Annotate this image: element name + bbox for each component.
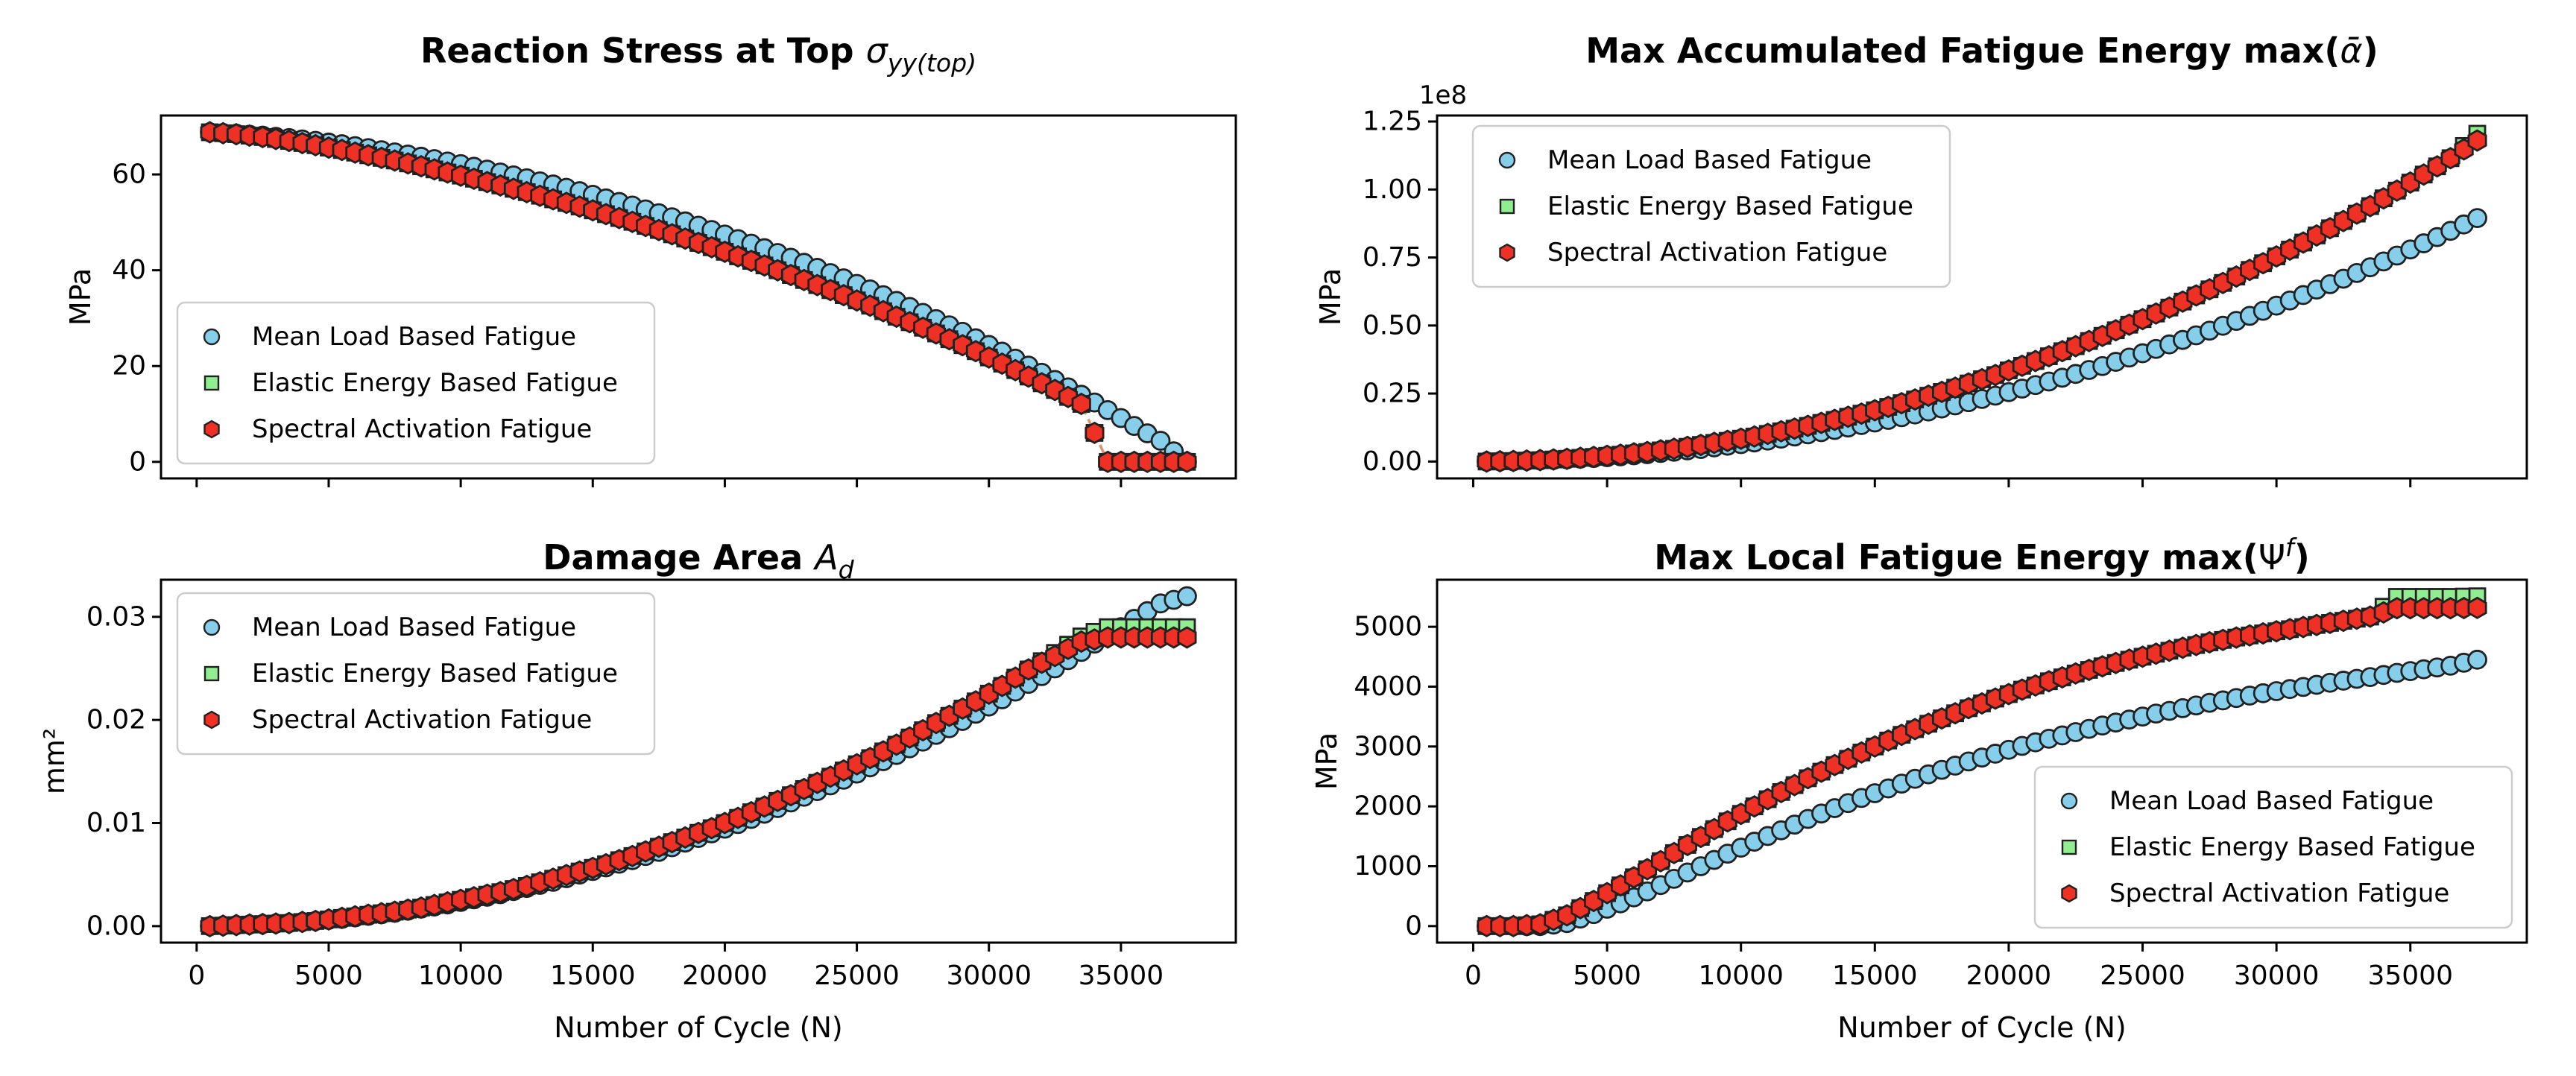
y-axis: 0.00 0.25 0.50 0.75 1.00 1.25 MPa	[1314, 107, 1437, 477]
svg-text:3000: 3000	[1354, 731, 1422, 762]
x-axis: 0 5000 10000 15000 20000 25000 30000 35000 Numbe…	[188, 943, 1164, 1044]
svg-text:0: 0	[129, 446, 146, 477]
legend-label-mean_load: Mean Load Based Fatigue	[2109, 786, 2434, 816]
svg-text:0: 0	[1405, 911, 1422, 941]
subplot-reaction-stress: Reaction Stress at Top σyy(top) 0 20 40 60 MP…	[0, 0, 1288, 537]
x-axis	[195, 478, 1123, 487]
svg-text:30000: 30000	[946, 961, 1032, 991]
svg-text:1.00: 1.00	[1363, 174, 1422, 205]
svg-text:20: 20	[112, 351, 146, 382]
x-axis-label: Number of Cycle (N)	[554, 1011, 842, 1044]
svg-text:25000: 25000	[2100, 961, 2185, 991]
subplot-damage-area: Damage Area Ad 0 5000 10000 15000 20000 25000 3…	[0, 537, 1288, 1073]
svg-text:0.01: 0.01	[86, 808, 146, 838]
svg-text:0.02: 0.02	[86, 705, 146, 735]
svg-text:5000: 5000	[1354, 612, 1422, 642]
svg-text:2000: 2000	[1354, 791, 1422, 822]
svg-text:40: 40	[112, 255, 146, 285]
legend-label-spectral: Spectral Activation Fatigue	[252, 705, 592, 735]
y-axis: 0.00 0.01 0.02 0.03 mm²	[38, 601, 161, 941]
svg-text:Max Accumulated Fatigue Energy: Max Accumulated Fatigue Energy max(ᾱ)	[1585, 31, 2378, 71]
svg-text:4000: 4000	[1354, 671, 1422, 702]
legend: Mean Load Based Fatigue Elastic Energy Ba…	[176, 592, 656, 756]
svg-text:60: 60	[112, 159, 146, 190]
svg-text:0.00: 0.00	[86, 911, 146, 941]
series-mean_load	[1477, 649, 2487, 937]
svg-text:30000: 30000	[2234, 961, 2320, 991]
axes-frame	[1436, 114, 2528, 480]
chart-title: Reaction Stress at Top σyy(top)	[420, 31, 976, 77]
series-spectral	[200, 121, 1197, 473]
legend-label-spectral: Spectral Activation Fatigue	[1547, 238, 1887, 268]
legend: Mean Load Based Fatigue Elastic Energy Ba…	[1471, 124, 1951, 288]
svg-text:Damage Area Ad: Damage Area Ad	[543, 537, 854, 584]
chart-local-fatigue-energy: Max Local Fatigue Energy max(Ψf) 0 5000 100…	[1310, 533, 2528, 1044]
x-axis	[1471, 478, 2412, 487]
svg-text:0: 0	[1465, 961, 1482, 991]
y-axis-label: MPa	[1310, 732, 1343, 790]
chart-accumulated-fatigue-energy: Max Accumulated Fatigue Energy max(ᾱ) 1e…	[1314, 31, 2528, 487]
chart-title: Max Accumulated Fatigue Energy max(ᾱ)	[1585, 31, 2378, 71]
y-axis-label: MPa	[64, 268, 97, 326]
subplot-accumulated-fatigue-energy: Max Accumulated Fatigue Energy max(ᾱ) 1e…	[1288, 0, 2576, 537]
x-axis: 0 5000 10000 15000 20000 25000 30000 35000 Numbe…	[1465, 943, 2453, 1044]
svg-text:25000: 25000	[814, 961, 900, 991]
axes-frame	[160, 578, 1237, 944]
legend-label-elastic: Elastic Energy Based Fatigue	[1547, 192, 1913, 221]
svg-text:10000: 10000	[1698, 961, 1784, 991]
svg-text:1000: 1000	[1354, 851, 1422, 882]
series-spectral	[200, 626, 1197, 938]
legend-label-elastic: Elastic Energy Based Fatigue	[2109, 832, 2475, 862]
svg-text:Reaction Stress at Top σyy(top: Reaction Stress at Top σyy(top)	[420, 31, 976, 77]
svg-text:Max Local Fatigue Energy max(Ψ: Max Local Fatigue Energy max(Ψf)	[1654, 537, 2309, 577]
y-axis: 0 20 40 60 MPa	[64, 159, 161, 477]
axes-frame	[1436, 578, 2528, 944]
svg-text:35000: 35000	[1079, 961, 1164, 991]
svg-text:0.00: 0.00	[1363, 446, 1422, 477]
legend-label-mean_load: Mean Load Based Fatigue	[252, 613, 576, 642]
svg-text:20000: 20000	[682, 961, 768, 991]
y-axis-label: MPa	[1314, 268, 1347, 326]
svg-text:0.75: 0.75	[1363, 242, 1422, 273]
svg-text:0.25: 0.25	[1363, 379, 1422, 409]
y-axis: 0 1000 2000 3000 4000 5000 MPa	[1310, 612, 1437, 941]
x-axis-label: Number of Cycle (N)	[1837, 1011, 2126, 1044]
axes-frame	[160, 114, 1237, 480]
svg-text:1.25: 1.25	[1363, 107, 1422, 137]
svg-text:0.03: 0.03	[86, 601, 146, 632]
legend: Mean Load Based Fatigue Elastic Energy Ba…	[2033, 765, 2513, 929]
series-spectral	[1477, 596, 2487, 937]
legend-label-spectral: Spectral Activation Fatigue	[252, 414, 592, 444]
svg-text:15000: 15000	[1832, 961, 1918, 991]
series-spectral	[1477, 129, 2487, 473]
svg-text:0.50: 0.50	[1363, 310, 1422, 341]
legend-label-mean_load: Mean Load Based Fatigue	[252, 322, 576, 352]
chart-title: Damage Area Ad	[543, 537, 854, 584]
svg-text:10000: 10000	[418, 961, 504, 991]
legend-label-mean_load: Mean Load Based Fatigue	[1547, 145, 1872, 175]
svg-text:5000: 5000	[294, 961, 363, 991]
svg-text:5000: 5000	[1573, 961, 1641, 991]
svg-text:0: 0	[188, 961, 205, 991]
svg-text:15000: 15000	[550, 961, 636, 991]
chart-damage-area: Damage Area Ad 0 5000 10000 15000 20000 25000 3…	[38, 537, 1237, 1044]
y-axis-label: mm²	[38, 728, 71, 794]
svg-text:20000: 20000	[1966, 961, 2052, 991]
legend-label-spectral: Spectral Activation Fatigue	[2109, 879, 2449, 908]
chart-reaction-stress: Reaction Stress at Top σyy(top) 0 20 40 60 MP…	[64, 31, 1237, 487]
axis-offset-text: 1e8	[1419, 80, 1467, 110]
svg-text:35000: 35000	[2367, 961, 2453, 991]
subplot-local-fatigue-energy: Max Local Fatigue Energy max(Ψf) 0 5000 100…	[1288, 533, 2576, 1073]
legend: Mean Load Based Fatigue Elastic Energy Ba…	[176, 301, 656, 465]
legend-label-elastic: Elastic Energy Based Fatigue	[252, 368, 618, 398]
chart-title: Max Local Fatigue Energy max(Ψf)	[1654, 533, 2309, 577]
legend-label-elastic: Elastic Energy Based Fatigue	[252, 659, 618, 689]
